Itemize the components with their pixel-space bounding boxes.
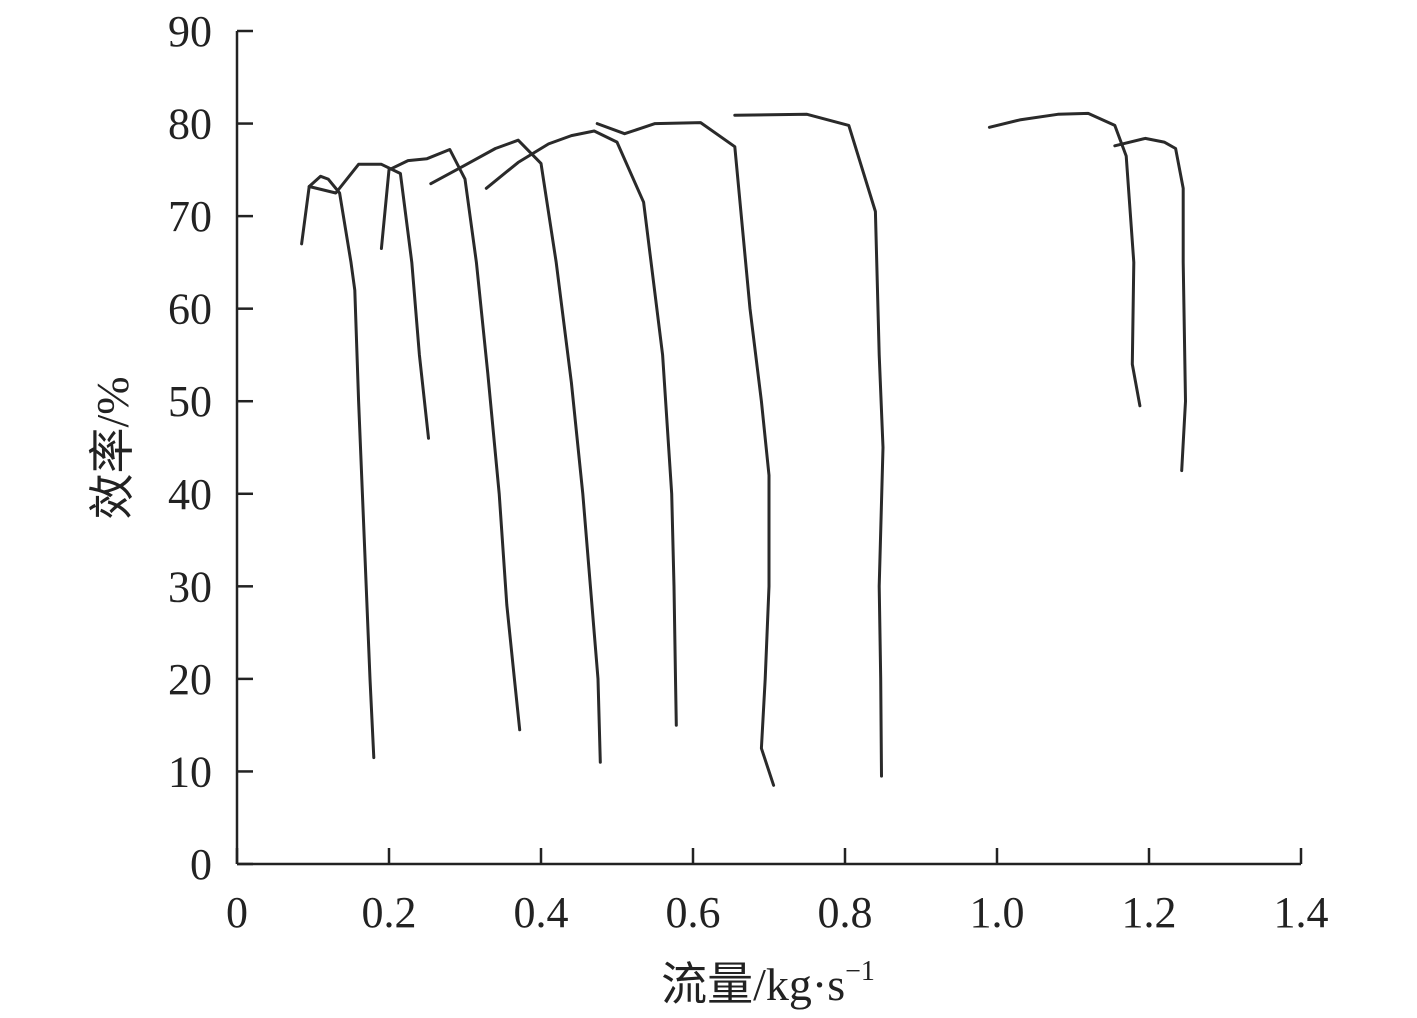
x-tick-label: 1.0 — [970, 888, 1025, 937]
y-axis-title: 效率/% — [87, 376, 138, 519]
x-tick-label: 1.2 — [1122, 888, 1177, 937]
series-line-9 — [1113, 136, 1187, 473]
x-tick-label: 0.4 — [514, 888, 569, 937]
x-tick-label: 0 — [226, 888, 248, 937]
y-tick-label: 40 — [168, 470, 212, 519]
series-line-2 — [307, 162, 430, 440]
series-line-7 — [733, 112, 885, 778]
y-tick-label: 60 — [168, 285, 212, 334]
x-tick-label: 0.8 — [818, 888, 873, 937]
x-axis-title: 流量/kg·s−1 — [661, 956, 875, 1010]
x-tick-label: 1.4 — [1274, 888, 1329, 937]
x-axis-title-main: 流量/kg·s — [661, 959, 845, 1010]
x-tick-label: 0.2 — [362, 888, 417, 937]
series-group — [300, 111, 1187, 787]
plot-area: 0 10 20 30 40 50 60 70 80 90 0 0.2 0.4 0.6 0.8 1.0 1.2 1… — [168, 7, 1329, 937]
y-tick-label: 80 — [168, 100, 212, 149]
y-ticks: 0 10 20 30 40 50 60 70 80 90 — [168, 7, 253, 889]
y-tick-label: 90 — [168, 7, 212, 56]
series-line-6 — [595, 121, 776, 787]
x-tick-label: 0.6 — [666, 888, 721, 937]
x-ticks: 0 0.2 0.4 0.6 0.8 1.0 1.2 1.4 — [226, 848, 1329, 937]
y-tick-label: 30 — [168, 562, 212, 611]
series-line-1 — [300, 174, 376, 760]
y-tick-label: 0 — [190, 840, 212, 889]
series-line-5 — [484, 129, 678, 727]
y-tick-label: 50 — [168, 377, 212, 426]
x-axis-title-superscript: −1 — [845, 956, 875, 987]
series-line-4 — [429, 138, 602, 764]
y-tick-label: 70 — [168, 192, 212, 241]
series-line-8 — [987, 111, 1142, 408]
y-tick-label: 10 — [168, 747, 212, 796]
series-line-3 — [379, 148, 522, 732]
y-tick-label: 20 — [168, 655, 212, 704]
